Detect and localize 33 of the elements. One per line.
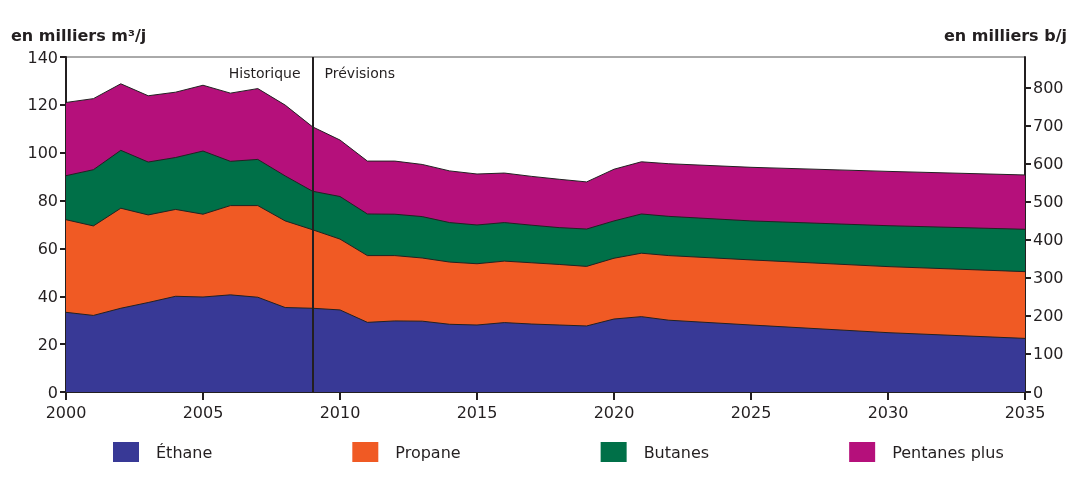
x-tick-label: 2030 bbox=[867, 402, 909, 422]
x-tick-label: 2020 bbox=[593, 402, 635, 422]
y-tick-label: 0 bbox=[47, 382, 58, 402]
x-tick-label: 2025 bbox=[730, 402, 772, 422]
y2-tick-label: 700 bbox=[1033, 116, 1064, 136]
y-tick-label: 80 bbox=[37, 191, 58, 211]
x-tick-label: 2005 bbox=[182, 402, 224, 422]
legend-label: Butanes bbox=[643, 442, 710, 462]
legend-label: Éthane bbox=[156, 442, 213, 462]
y-tick-label: 100 bbox=[27, 143, 58, 163]
y-axis-title: en milliers m³/j bbox=[11, 25, 147, 45]
annotation: Prévisions bbox=[324, 65, 395, 81]
y2-tick-label: 600 bbox=[1033, 154, 1064, 174]
x-tick-label: 2015 bbox=[456, 402, 498, 422]
y2-tick-label: 400 bbox=[1033, 230, 1064, 250]
legend-label: Pentanes plus bbox=[892, 442, 1004, 462]
y2-tick-label: 200 bbox=[1033, 306, 1064, 326]
y2-tick-label: 100 bbox=[1033, 344, 1064, 364]
x-tick-label: 2000 bbox=[45, 402, 87, 422]
y2-tick-label: 300 bbox=[1033, 268, 1064, 288]
y2-tick-label: 800 bbox=[1033, 77, 1064, 97]
annotation: Historique bbox=[228, 65, 301, 81]
y2-tick-label: 500 bbox=[1033, 192, 1064, 212]
y-tick-label: 120 bbox=[27, 95, 58, 115]
y-tick-label: 40 bbox=[37, 286, 58, 306]
y-tick-label: 60 bbox=[37, 238, 58, 258]
y2-axis-title: en milliers b/j bbox=[943, 25, 1067, 45]
legend-label: Propane bbox=[395, 442, 461, 462]
y-tick-label: 20 bbox=[37, 334, 58, 354]
y2-tick-label: 0 bbox=[1033, 382, 1044, 402]
x-tick-label: 2010 bbox=[319, 402, 361, 422]
x-tick-label: 2035 bbox=[1004, 402, 1046, 422]
y-tick-label: 140 bbox=[27, 47, 58, 67]
